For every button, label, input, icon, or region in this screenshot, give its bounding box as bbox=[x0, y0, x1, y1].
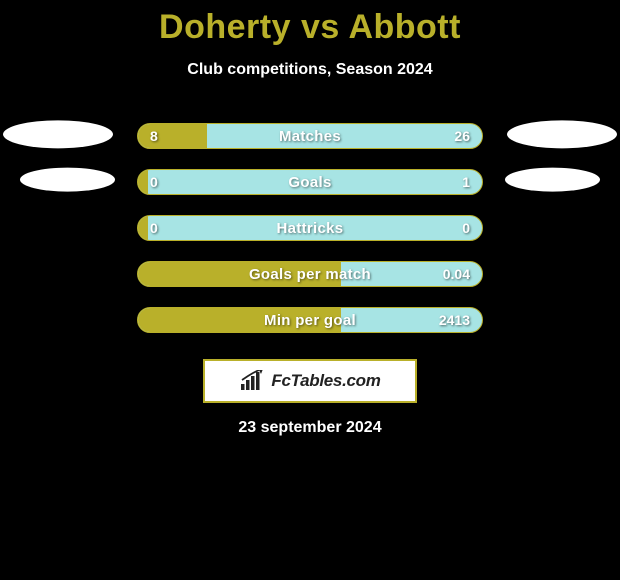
stat-left-value: 0 bbox=[138, 216, 170, 240]
stat-left-value bbox=[138, 308, 162, 332]
player-right-avatar bbox=[507, 120, 617, 148]
stat-right-value: 1 bbox=[450, 170, 482, 194]
stat-bar-track: 0 Goals 1 bbox=[137, 169, 483, 195]
stat-bar-fill bbox=[138, 308, 341, 332]
stat-right-value: 2413 bbox=[427, 308, 482, 332]
stat-bar-track: Min per goal 2413 bbox=[137, 307, 483, 333]
chart-icon bbox=[239, 370, 265, 392]
stat-row: Goals per match 0.04 bbox=[0, 251, 620, 297]
player-left-avatar bbox=[20, 168, 115, 192]
stat-left-value: 0 bbox=[138, 170, 170, 194]
stat-bar-track: 0 Hattricks 0 bbox=[137, 215, 483, 241]
stat-row: 0 Hattricks 0 bbox=[0, 205, 620, 251]
stat-left-value bbox=[138, 262, 162, 286]
date-text: 23 september 2024 bbox=[0, 419, 620, 437]
stat-bar-track: 8 Matches 26 bbox=[137, 123, 483, 149]
page-title: Doherty vs Abbott bbox=[0, 0, 620, 47]
stat-right-value: 0.04 bbox=[431, 262, 482, 286]
player-left-avatar bbox=[3, 120, 113, 148]
branding-text: FcTables.com bbox=[271, 371, 380, 391]
stat-bar-fill bbox=[138, 262, 341, 286]
branding-box: FcTables.com bbox=[203, 359, 417, 403]
stat-label: Goals bbox=[138, 170, 482, 194]
stat-right-value: 0 bbox=[450, 216, 482, 240]
stat-row: Min per goal 2413 bbox=[0, 297, 620, 343]
player-right-avatar bbox=[505, 168, 600, 192]
stat-left-value: 8 bbox=[138, 124, 170, 148]
stat-row: 0 Goals 1 bbox=[0, 159, 620, 205]
stats-container: 8 Matches 26 0 Goals 1 0 Hattricks 0 Goa… bbox=[0, 113, 620, 343]
stat-row: 8 Matches 26 bbox=[0, 113, 620, 159]
stat-right-value: 26 bbox=[442, 124, 482, 148]
stat-bar-track: Goals per match 0.04 bbox=[137, 261, 483, 287]
page-subtitle: Club competitions, Season 2024 bbox=[0, 61, 620, 79]
stat-label: Hattricks bbox=[138, 216, 482, 240]
